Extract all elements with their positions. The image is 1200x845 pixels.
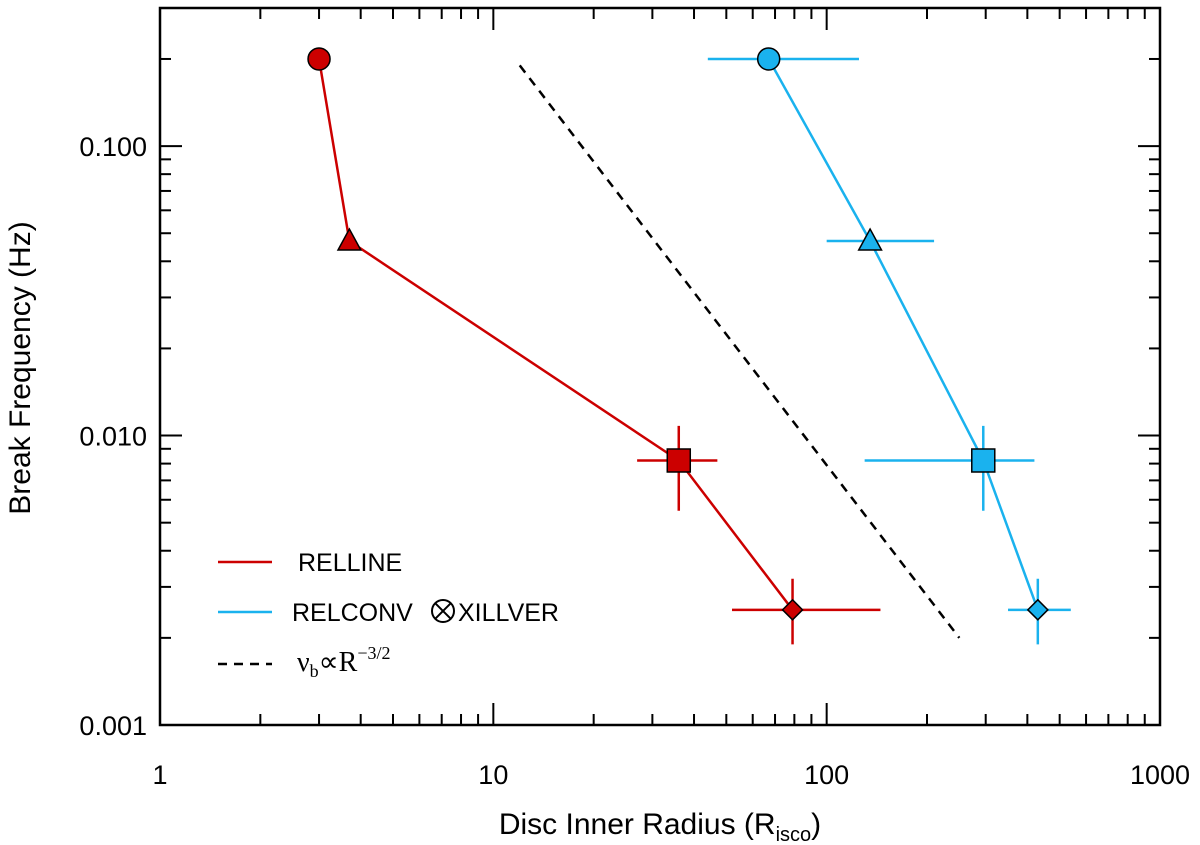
x-axis-title: Disc Inner Radius (Risco) bbox=[499, 808, 821, 845]
y-tick-label: 0.001 bbox=[79, 711, 147, 741]
series-0 bbox=[307, 47, 881, 645]
reference-line-group bbox=[518, 64, 961, 639]
legend-label-xillver: XILLVER bbox=[458, 599, 559, 627]
x-tick-label: 100 bbox=[804, 760, 849, 790]
legend-label-relline: RELLINE bbox=[298, 549, 402, 577]
x-tick-label: 1 bbox=[152, 760, 167, 790]
plot-frame bbox=[158, 6, 1162, 727]
legend-label-relconv-xillver: RELCONV bbox=[292, 599, 413, 627]
data-point-triangle bbox=[857, 227, 883, 251]
legend: RELLINE RELCONV XILLVER νb∝R−3/2 bbox=[218, 549, 559, 681]
data-point-circle bbox=[307, 47, 331, 71]
axis-ticks bbox=[159, 8, 1160, 726]
data-point-triangle bbox=[336, 227, 363, 251]
y-tick-label: 0.010 bbox=[79, 422, 147, 452]
data-point-diamond bbox=[1026, 598, 1049, 621]
series-group bbox=[307, 47, 1071, 645]
data-point-circle bbox=[756, 47, 781, 71]
x-tick-label: 1000 bbox=[1130, 760, 1190, 790]
x-axis-title-subscript: isco bbox=[776, 824, 812, 845]
data-point-diamond bbox=[781, 598, 804, 621]
y-axis-title: Break Frequency (Hz) bbox=[4, 221, 37, 514]
series-1 bbox=[707, 47, 1071, 645]
axis-tick-labels: 1 10 100 1000 0.001 0.010 0.100 bbox=[79, 132, 1190, 790]
otimes-icon bbox=[431, 599, 455, 623]
data-point-square bbox=[971, 448, 996, 473]
reference-line bbox=[518, 64, 961, 639]
series-line bbox=[767, 58, 1039, 611]
x-tick-label: 10 bbox=[478, 760, 508, 790]
y-tick-label: 0.100 bbox=[79, 132, 147, 162]
series-line bbox=[317, 58, 794, 611]
legend-label-reference: νb∝R−3/2 bbox=[297, 643, 391, 681]
plot-frame-group bbox=[158, 6, 1162, 727]
data-point-square bbox=[666, 448, 692, 473]
